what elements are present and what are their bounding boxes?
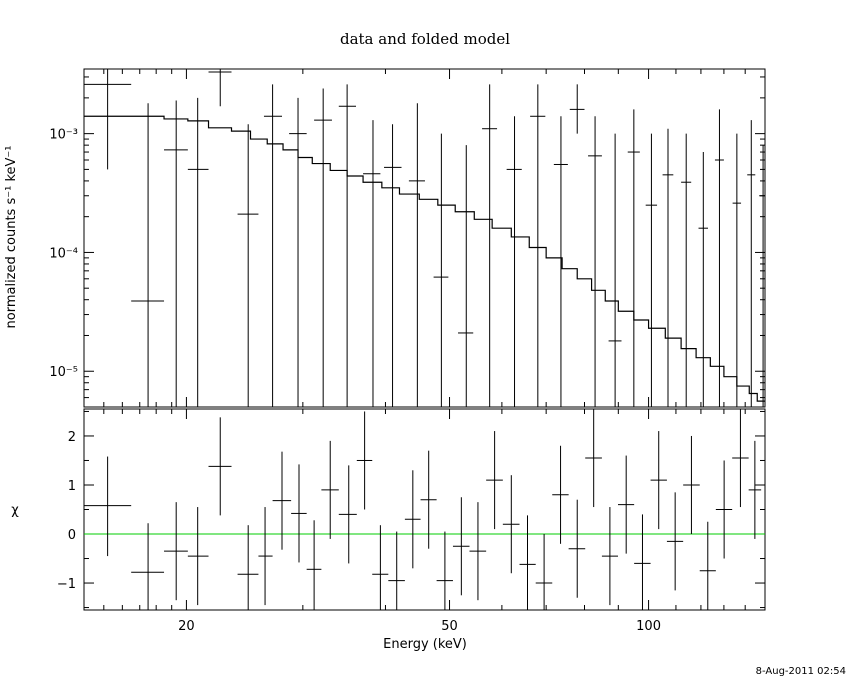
data-point xyxy=(645,133,658,407)
data-point xyxy=(530,84,546,407)
x-tick-label: 50 xyxy=(441,619,458,634)
data-point xyxy=(408,103,425,407)
data-point xyxy=(553,116,568,407)
spectrum-frame xyxy=(83,68,766,408)
data-point xyxy=(164,100,188,407)
residual-point xyxy=(617,455,635,554)
y-axis-label-spectrum: normalized counts s⁻¹ keV⁻¹ xyxy=(4,146,19,329)
residual-point xyxy=(552,445,569,544)
residual-point xyxy=(699,521,716,610)
x-tick-label: 20 xyxy=(178,619,195,634)
residual-point xyxy=(715,460,733,559)
residual-point xyxy=(469,502,487,601)
residual-point xyxy=(585,409,602,508)
data-point xyxy=(714,109,724,407)
data-point xyxy=(588,116,602,407)
data-point xyxy=(698,152,709,407)
data-point xyxy=(627,109,640,407)
data-point xyxy=(263,84,283,407)
residual-point xyxy=(502,475,520,574)
data-point xyxy=(759,145,765,407)
residual-point xyxy=(388,531,405,610)
data-point xyxy=(384,124,402,407)
residual-point xyxy=(258,507,273,606)
residual-panel: −1 0 1 2 20 50 100 xyxy=(57,408,766,634)
data-point xyxy=(569,84,585,134)
y-tick-label-spectrum: 10⁻³ xyxy=(49,128,78,143)
residual-point xyxy=(164,502,188,601)
chart-title: data and folded model xyxy=(340,30,510,48)
y-axis-label-residual: χ xyxy=(11,503,19,518)
residual-frame xyxy=(83,408,766,611)
y-tick-label-spectrum: 10⁻⁵ xyxy=(49,365,78,380)
data-point xyxy=(289,97,307,407)
residual-point xyxy=(272,451,292,550)
data-point xyxy=(732,133,742,407)
residual-point xyxy=(208,417,232,516)
data-point xyxy=(681,133,692,407)
data-point xyxy=(237,124,259,407)
residual-point xyxy=(291,464,307,563)
residual-point xyxy=(306,520,322,610)
data-point xyxy=(314,88,332,407)
y-tick-label-spectrum: 10⁻⁴ xyxy=(49,246,78,261)
residual-point xyxy=(338,465,357,564)
x-axis-label: Energy (keV) xyxy=(383,637,467,652)
y-tick-label-residual: 0 xyxy=(68,528,76,543)
residual-point xyxy=(372,525,389,610)
data-point xyxy=(131,103,165,407)
residual-point xyxy=(187,507,209,606)
data-point xyxy=(747,120,756,407)
residual-point xyxy=(634,514,651,610)
residual-point xyxy=(436,531,453,610)
residual-point xyxy=(732,409,749,508)
residual-point xyxy=(650,431,667,530)
data-point xyxy=(608,133,622,407)
x-tick-label: 100 xyxy=(636,619,661,634)
spectrum-panel: 10⁻⁵ 10⁻⁴ 10⁻³ xyxy=(49,68,766,408)
residual-point xyxy=(452,497,470,596)
residual-point xyxy=(748,440,762,539)
residual-point xyxy=(601,507,618,606)
data-point xyxy=(363,120,381,407)
data-point xyxy=(84,69,132,170)
data-point xyxy=(208,69,232,107)
residual-point xyxy=(356,411,373,510)
residual-point xyxy=(131,523,165,610)
residual-point xyxy=(84,456,132,557)
timestamp: 8-Aug-2011 02:54 xyxy=(756,666,846,677)
data-point xyxy=(187,97,209,407)
residual-point xyxy=(568,499,586,598)
residual-point xyxy=(519,515,536,610)
y-tick-label-residual: 1 xyxy=(68,479,76,494)
y-tick-label-residual: −1 xyxy=(57,577,76,592)
residual-point xyxy=(486,431,503,530)
model-step-line xyxy=(84,115,765,402)
residual-point xyxy=(666,492,684,591)
y-tick-label-residual: 2 xyxy=(68,430,76,445)
residual-point xyxy=(535,534,553,610)
data-point xyxy=(458,145,474,407)
data-point xyxy=(662,128,674,407)
data-point xyxy=(338,84,356,407)
residual-point xyxy=(321,440,339,539)
data-point xyxy=(506,116,522,407)
residual-point xyxy=(420,450,437,549)
data-point xyxy=(482,84,498,407)
residual-point xyxy=(683,435,700,535)
residual-point xyxy=(237,525,259,610)
residual-point xyxy=(404,470,421,569)
data-point xyxy=(433,133,449,407)
